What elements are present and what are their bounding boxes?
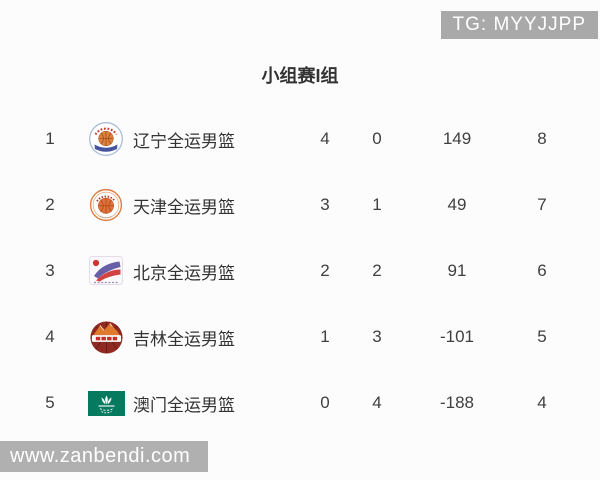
losses-cell: 3 [372,327,382,346]
table-row[interactable]: 2 天津全运男篮 3 1 49 7 [0,172,600,238]
wins-cell: 0 [320,393,330,412]
tg-watermark-badge: TG: MYYJJPP [440,11,598,39]
wins-cell: 3 [320,195,330,214]
team-name: 北京全运男篮 [133,263,235,283]
tianjin-emblem-icon [87,186,125,224]
points-cell: 5 [537,327,547,346]
beijing-emblem-icon [87,252,125,290]
losses-cell: 0 [372,129,382,148]
losses-cell: 4 [372,393,382,412]
team-name: 辽宁全运男篮 [133,131,235,151]
point-diff-cell: 49 [447,195,467,214]
wins-cell: 2 [320,261,330,280]
jilin-emblem-icon [87,318,125,356]
point-diff-cell: 149 [442,129,472,148]
team-name: 澳门全运男篮 [133,395,235,415]
row-stats: 4 0 149 8 [299,129,573,149]
row-stats: 3 1 49 7 [299,195,573,215]
macau-flag-icon [87,384,125,422]
wins-cell: 1 [320,327,330,346]
wins-cell: 4 [320,129,330,148]
row-stats: 2 2 91 6 [299,261,573,281]
losses-cell: 1 [372,195,382,214]
page-title: 小组赛I组 [261,66,339,86]
rank-cell: 5 [45,393,55,412]
points-cell: 7 [537,195,547,214]
points-cell: 8 [537,129,547,148]
table-row[interactable]: 3 北京全运男篮 2 2 91 6 [0,238,600,304]
row-stats: 1 3 -101 5 [299,327,573,347]
table-row[interactable]: 5 澳门全运男篮 0 4 -188 4 [0,370,600,436]
rank-cell: 2 [45,195,55,214]
standings-table: 1 辽宁全运男篮 4 0 149 8 2 [0,106,600,436]
rank-cell: 4 [45,327,55,346]
points-cell: 4 [537,393,547,412]
point-diff-cell: -101 [439,327,475,346]
liaoning-emblem-icon [87,120,125,158]
losses-cell: 2 [372,261,382,280]
rank-cell: 3 [45,261,55,280]
table-row[interactable]: 4 吉林全运男篮 1 3 -101 5 [0,304,600,370]
point-diff-cell: 91 [447,261,467,280]
point-diff-cell: -188 [439,393,475,412]
team-name: 天津全运男篮 [133,197,235,217]
site-watermark-badge: www.zanbendi.com [0,441,209,472]
table-row[interactable]: 1 辽宁全运男篮 4 0 149 8 [0,106,600,172]
team-name: 吉林全运男篮 [133,329,235,349]
rank-cell: 1 [45,129,55,148]
points-cell: 6 [537,261,547,280]
row-stats: 0 4 -188 4 [299,393,573,413]
